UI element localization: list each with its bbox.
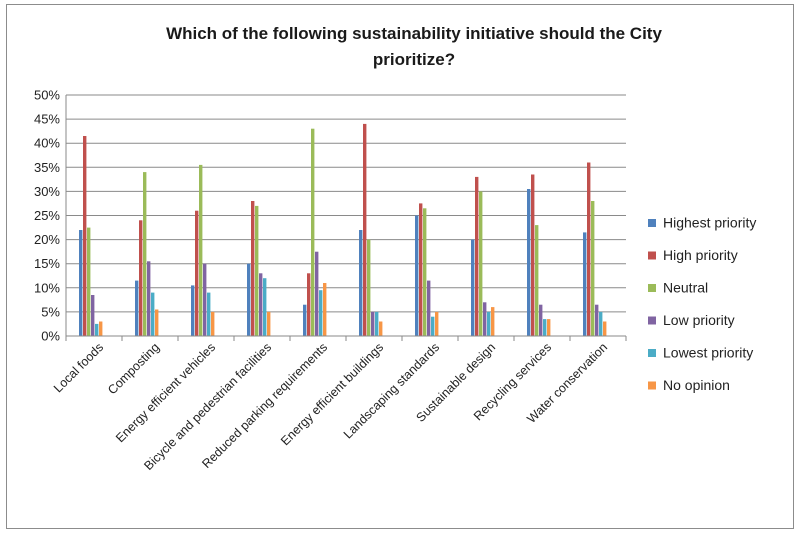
- legend-swatch: [648, 251, 656, 260]
- bar: [263, 278, 267, 336]
- y-tick-label: 20%: [34, 232, 60, 247]
- bar: [191, 285, 195, 336]
- bar: [367, 239, 371, 336]
- bar: [539, 304, 543, 336]
- chart-title: Which of the following sustainability in…: [166, 24, 662, 69]
- bar: [255, 205, 259, 336]
- y-tick-label: 10%: [34, 280, 60, 295]
- bar: [415, 215, 419, 336]
- bar: [583, 232, 587, 336]
- legend-label: High priority: [663, 247, 738, 263]
- y-tick-label: 0%: [41, 329, 60, 344]
- bar: [147, 261, 151, 336]
- legend-label: Neutral: [663, 280, 708, 296]
- legend-label: Low priority: [663, 312, 735, 328]
- legend-swatch: [648, 316, 656, 325]
- bar: [363, 123, 367, 337]
- bar: [547, 319, 551, 336]
- bar: [543, 319, 547, 336]
- legend-swatch: [648, 284, 656, 292]
- bar: [431, 316, 435, 336]
- bar: [423, 208, 427, 336]
- bar: [251, 201, 255, 336]
- bar: [527, 189, 531, 336]
- bar: [195, 210, 199, 336]
- bar: [267, 311, 271, 336]
- bar-chart: Which of the following sustainability in…: [34, 24, 756, 473]
- y-tick-label: 45%: [34, 112, 60, 127]
- legend-label: Lowest priority: [663, 345, 753, 361]
- bar: [471, 239, 475, 336]
- bar: [203, 263, 207, 336]
- x-category-label: Composting: [105, 340, 162, 397]
- bar: [87, 227, 91, 336]
- x-category-label: Local foods: [51, 340, 106, 395]
- bar: [139, 220, 143, 336]
- bar: [83, 136, 87, 336]
- bar: [91, 295, 95, 336]
- chart-frame: Which of the following sustainability in…: [6, 4, 794, 529]
- x-category-label: Energy efficient buildings: [278, 340, 386, 448]
- bar: [491, 307, 495, 336]
- bar: [207, 292, 211, 336]
- bar: [155, 309, 159, 336]
- gridlines: [66, 94, 626, 313]
- legend-swatch: [648, 219, 656, 227]
- y-tick-label: 35%: [34, 160, 60, 175]
- y-tick-label: 25%: [34, 208, 60, 223]
- bar: [315, 251, 319, 336]
- bar: [419, 203, 423, 336]
- y-tick-label: 5%: [41, 304, 60, 319]
- bar: [595, 304, 599, 336]
- legend-label: No opinion: [663, 377, 730, 393]
- bar: [483, 302, 487, 336]
- bar: [143, 172, 147, 336]
- bar: [323, 283, 327, 336]
- bar: [487, 311, 491, 336]
- bar: [303, 304, 307, 336]
- chart-title-line-2: prioritize?: [373, 50, 455, 69]
- legend: Highest priority High priority Neutral Low …: [648, 215, 756, 393]
- y-tick-label: 30%: [34, 184, 60, 199]
- bar: [603, 321, 607, 336]
- bar: [427, 280, 431, 336]
- bar: [79, 230, 83, 336]
- bar: [247, 263, 251, 336]
- bar: [199, 164, 203, 336]
- y-tick-label: 50%: [34, 88, 60, 103]
- bar: [99, 321, 103, 336]
- bar: [95, 323, 99, 336]
- bar: [591, 201, 595, 336]
- bars: [79, 123, 607, 337]
- y-tick-label: 40%: [34, 136, 60, 151]
- bar: [379, 321, 383, 336]
- y-tick-label: 15%: [34, 256, 60, 271]
- bar: [259, 273, 263, 336]
- bar: [375, 311, 379, 336]
- bar: [371, 311, 375, 336]
- bar: [435, 311, 439, 336]
- bar: [475, 176, 479, 336]
- legend-swatch: [648, 381, 656, 390]
- bar: [535, 225, 539, 336]
- bar: [359, 230, 363, 336]
- bar: [151, 292, 155, 336]
- legend-swatch: [648, 349, 656, 357]
- legend-label: Highest priority: [663, 215, 756, 231]
- bar: [319, 290, 323, 336]
- bar: [587, 162, 591, 336]
- bar: [479, 191, 483, 336]
- x-category-label: Landscaping standards: [341, 340, 442, 441]
- bar: [135, 280, 139, 336]
- x-category-label: Energy efficient vehicles: [113, 340, 218, 445]
- bar: [307, 273, 311, 336]
- bar: [599, 311, 603, 336]
- y-axis: 0% 5% 10% 15% 20% 25% 30% 35% 40% 45% 50%: [34, 88, 67, 344]
- bar: [211, 311, 215, 336]
- bar: [531, 174, 535, 336]
- bar: [311, 128, 315, 336]
- chart-title-line-1: Which of the following sustainability in…: [166, 24, 662, 43]
